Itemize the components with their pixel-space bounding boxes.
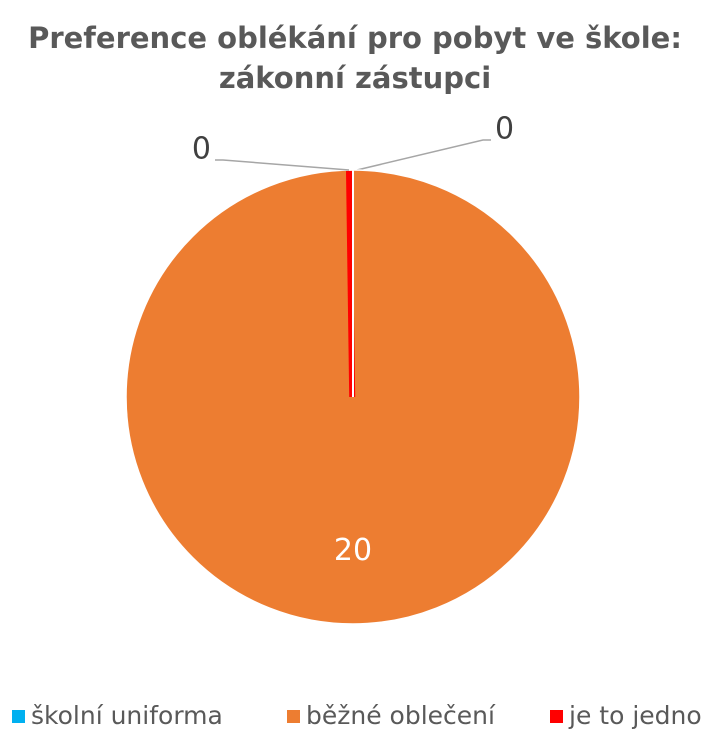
legend-swatch	[12, 710, 25, 723]
data-label: 0	[495, 112, 514, 147]
legend-label: běžné oblečení	[306, 701, 496, 730]
legend-swatch	[287, 710, 300, 723]
data-label: 0	[192, 132, 211, 167]
pie-slice	[346, 170, 356, 398]
leader-line	[356, 139, 491, 171]
legend-label: je to jedno	[568, 701, 702, 730]
legend-label: školní uniforma	[31, 701, 223, 730]
chart-title: Preference oblékání pro pobyt ve škole: z…	[28, 21, 682, 95]
legend-swatch	[550, 710, 563, 723]
leader-line	[215, 159, 350, 171]
data-label: 20	[334, 533, 372, 568]
